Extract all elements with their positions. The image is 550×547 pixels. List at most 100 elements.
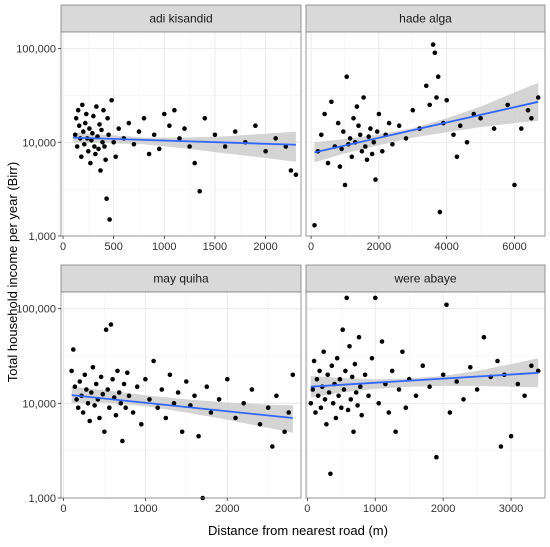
data-point	[400, 349, 405, 355]
data-point	[192, 393, 197, 399]
data-point	[432, 50, 438, 56]
data-point	[167, 123, 172, 128]
data-point	[92, 403, 97, 408]
data-point	[313, 410, 318, 415]
data-point	[471, 111, 477, 117]
confidence-ribbon	[71, 386, 293, 433]
x-tick-label: 4000	[434, 241, 458, 253]
data-point	[413, 393, 419, 399]
data-point	[371, 140, 377, 145]
data-point	[468, 365, 473, 370]
data-point	[75, 107, 81, 113]
data-point	[288, 168, 294, 173]
x-tick-label: 1000	[363, 503, 387, 515]
data-point	[339, 405, 344, 411]
data-point	[359, 412, 365, 418]
data-point	[351, 429, 356, 435]
data-point	[427, 102, 433, 108]
data-point	[92, 144, 97, 149]
data-point	[273, 136, 279, 141]
data-point	[85, 401, 91, 406]
data-point	[353, 390, 359, 395]
data-point	[274, 393, 279, 399]
data-point	[81, 129, 86, 134]
confidence-ribbon	[314, 82, 539, 163]
data-point	[373, 177, 378, 182]
data-point	[437, 209, 443, 215]
data-point	[192, 160, 197, 166]
y-tick-label: 100,000	[16, 304, 56, 316]
data-point	[80, 102, 85, 108]
data-point	[349, 154, 355, 160]
facet-strip	[60, 4, 302, 33]
data-point	[101, 107, 106, 113]
data-point	[147, 397, 152, 402]
data-point	[336, 393, 341, 399]
data-point	[424, 83, 429, 89]
x-tick-label: 1500	[203, 241, 227, 253]
data-point	[116, 390, 122, 395]
data-point	[481, 334, 487, 340]
data-point	[90, 130, 95, 136]
fit-line	[314, 100, 539, 154]
data-point	[162, 111, 167, 117]
panel-border	[305, 291, 546, 499]
facet-panel: adi kisandid 0 500 1000 1500 2000 1,000 10,000 1…	[16, 4, 302, 253]
data-point	[314, 376, 320, 382]
data-point	[434, 454, 439, 460]
data-point	[312, 223, 317, 228]
data-point	[98, 168, 103, 173]
data-point	[125, 370, 130, 376]
data-point	[337, 376, 343, 382]
panel-border	[60, 291, 302, 499]
data-point	[351, 116, 356, 121]
data-point	[330, 401, 336, 406]
data-point	[321, 349, 327, 355]
data-point	[109, 98, 114, 103]
data-point	[184, 379, 189, 384]
data-point	[73, 116, 79, 121]
data-point	[389, 368, 395, 374]
data-point	[71, 347, 76, 352]
data-point	[376, 111, 382, 117]
data-point	[197, 189, 202, 194]
data-point	[118, 401, 124, 406]
data-point	[369, 355, 375, 361]
data-point	[113, 412, 119, 418]
x-tick-label: 2000	[431, 503, 455, 515]
data-point	[535, 95, 541, 100]
data-point	[171, 401, 177, 406]
data-point	[202, 116, 208, 121]
panel-border	[305, 31, 546, 237]
x-tick-label: 0	[308, 241, 314, 253]
data-point	[107, 217, 112, 222]
data-point	[386, 410, 392, 415]
data-point	[179, 429, 185, 435]
data-point	[345, 407, 351, 413]
data-point	[225, 376, 230, 382]
data-point	[529, 116, 534, 121]
data-point	[156, 146, 162, 152]
data-point	[359, 149, 365, 154]
data-point	[519, 126, 524, 131]
data-point	[75, 405, 81, 411]
data-point	[342, 182, 348, 188]
data-point	[80, 410, 86, 415]
data-point	[270, 444, 275, 449]
data-point	[87, 418, 92, 424]
data-point	[72, 132, 78, 138]
data-point	[366, 134, 372, 139]
data-point	[464, 140, 470, 145]
x-tick-label: 500	[104, 241, 122, 253]
data-point	[410, 107, 416, 113]
data-point	[326, 390, 332, 395]
data-point	[478, 116, 483, 121]
data-point	[126, 120, 132, 126]
data-point	[396, 123, 402, 128]
data-point	[130, 410, 136, 415]
data-point	[363, 144, 368, 149]
data-point	[253, 123, 258, 128]
data-point	[393, 429, 398, 435]
fit-line	[310, 371, 539, 388]
data-point	[94, 104, 99, 109]
